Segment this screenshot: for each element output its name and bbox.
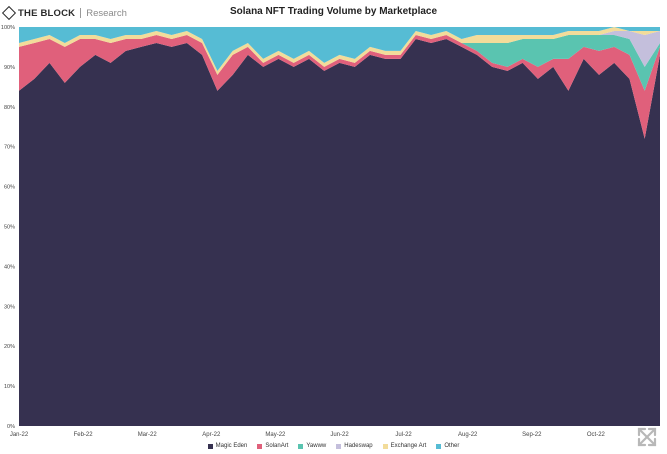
y-tick-label: 0% [7, 424, 15, 430]
legend-label: Magic Eden [215, 443, 248, 449]
y-tick-label: 10% [4, 384, 15, 390]
series-area-other [19, 27, 660, 71]
legend-label: Other [444, 443, 460, 449]
logo-divider [80, 8, 82, 18]
legend-item[interactable]: SolanArt [257, 443, 288, 449]
y-tick-label: 40% [4, 264, 15, 270]
y-tick-label: 90% [4, 65, 15, 71]
x-tick-label: Jan-22 [10, 432, 29, 438]
legend-label: Yawww [306, 443, 327, 449]
legend-swatch [336, 443, 342, 449]
series-area-magic-eden [19, 39, 660, 426]
x-tick-label: Mar-22 [138, 432, 158, 438]
legend-swatch [298, 443, 304, 449]
legend-label: Exchange Art [390, 443, 427, 449]
y-tick-label: 20% [4, 344, 15, 350]
legend-label: SolanArt [265, 443, 289, 449]
legend-swatch [257, 443, 263, 449]
expand-icon[interactable] [636, 426, 658, 448]
logo-brand: THE BLOCK [18, 7, 76, 19]
legend: Magic Eden SolanArt Yawww Hadeswap Exchange … [0, 443, 667, 449]
x-tick-label: Oct-22 [587, 432, 606, 438]
y-tick-label: 70% [4, 145, 15, 151]
legend-label: Hadeswap [344, 443, 373, 449]
logo-subtitle: Research [86, 7, 127, 19]
legend-item[interactable]: Yawww [298, 443, 326, 449]
logo: THE BLOCK Research [1, 5, 127, 21]
x-tick-label: Sep-22 [522, 432, 542, 438]
y-tick-label: 80% [4, 105, 15, 111]
x-tick-label: Jul-22 [395, 432, 412, 438]
legend-item[interactable]: Other [436, 443, 459, 449]
x-tick-label: Feb-22 [74, 432, 94, 438]
x-tick-label: Jun-22 [330, 432, 349, 438]
chart-title: Solana NFT Trading Volume by Marketplace [229, 6, 438, 17]
legend-item[interactable]: Magic Eden [207, 443, 248, 449]
x-tick-label: May-22 [265, 432, 286, 438]
y-tick-label: 60% [4, 185, 15, 191]
series-area-yawww [19, 35, 660, 91]
legend-item[interactable]: Exchange Art [382, 443, 427, 449]
y-tick-label: 50% [4, 225, 15, 231]
x-tick-label: Apr-22 [202, 432, 221, 438]
legend-swatch [207, 443, 213, 449]
x-tick-label: Aug-22 [458, 432, 478, 438]
legend-swatch [436, 443, 442, 449]
y-tick-label: 30% [4, 304, 15, 310]
legend-swatch [382, 443, 388, 449]
series-area-exchange-art [19, 27, 660, 75]
series-area-solanart [19, 35, 660, 139]
legend-item[interactable]: Hadeswap [336, 443, 373, 449]
y-tick-label: 100% [1, 25, 15, 31]
